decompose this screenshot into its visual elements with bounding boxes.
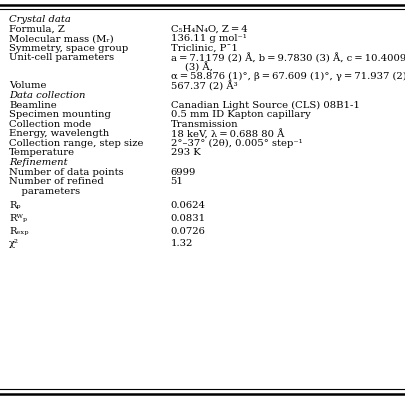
Text: 51: 51: [170, 177, 183, 186]
Text: (3) Å,: (3) Å,: [184, 63, 212, 73]
Text: Energy, wavelength: Energy, wavelength: [9, 129, 109, 138]
Text: Rᵂₚ: Rᵂₚ: [9, 214, 27, 223]
Text: Molecular mass (Mᵣ): Molecular mass (Mᵣ): [9, 34, 113, 43]
Text: Temperature: Temperature: [9, 148, 75, 158]
Text: 0.5 mm ID Kapton capillary: 0.5 mm ID Kapton capillary: [170, 110, 309, 119]
Text: α = 58.876 (1)°, β = 67.609 (1)°, γ = 71.937 (2)°: α = 58.876 (1)°, β = 67.609 (1)°, γ = 71…: [170, 72, 405, 81]
Text: a = 7.1179 (2) Å, b = 9.7830 (3) Å, c = 10.4009: a = 7.1179 (2) Å, b = 9.7830 (3) Å, c = …: [170, 53, 405, 64]
Text: Specimen mounting: Specimen mounting: [9, 110, 111, 119]
Text: Crystal data: Crystal data: [9, 15, 70, 24]
Text: 567.37 (2) Å³: 567.37 (2) Å³: [170, 81, 237, 92]
Text: Symmetry, space group: Symmetry, space group: [9, 44, 128, 53]
Text: Rₚ: Rₚ: [9, 201, 20, 210]
Text: Beamline: Beamline: [9, 101, 57, 110]
Text: 0.0831: 0.0831: [170, 214, 205, 223]
Text: parameters: parameters: [9, 187, 80, 196]
Text: 1.32: 1.32: [170, 239, 192, 249]
Text: χ²: χ²: [9, 239, 19, 249]
Text: 136.11 g mol⁻¹: 136.11 g mol⁻¹: [170, 34, 246, 43]
Text: 18 keV, λ = 0.688 80 Å: 18 keV, λ = 0.688 80 Å: [170, 129, 283, 139]
Text: Triclinic, P¯1: Triclinic, P¯1: [170, 44, 237, 53]
Text: Data collection: Data collection: [9, 91, 85, 100]
Text: Transmission: Transmission: [170, 120, 238, 129]
Text: 0.0726: 0.0726: [170, 227, 205, 236]
Text: Canadian Light Source (CLS) 08B1-1: Canadian Light Source (CLS) 08B1-1: [170, 101, 358, 110]
Text: 0.0624: 0.0624: [170, 201, 205, 210]
Text: Formula, Z: Formula, Z: [9, 25, 65, 34]
Text: Collection mode: Collection mode: [9, 120, 91, 129]
Text: 6999: 6999: [170, 168, 196, 177]
Text: 293 K: 293 K: [170, 148, 200, 158]
Text: Unit-cell parameters: Unit-cell parameters: [9, 53, 114, 63]
Text: Number of data points: Number of data points: [9, 168, 123, 177]
Text: C₅H₄N₄O, Z = 4: C₅H₄N₄O, Z = 4: [170, 25, 247, 34]
Text: Refinement: Refinement: [9, 158, 67, 167]
Text: Collection range, step size: Collection range, step size: [9, 139, 143, 148]
Text: Rₑₓₚ: Rₑₓₚ: [9, 227, 28, 236]
Text: Volume: Volume: [9, 81, 46, 91]
Text: Number of refined: Number of refined: [9, 177, 103, 186]
Text: 2°–37° (2θ), 0.005° step⁻¹: 2°–37° (2θ), 0.005° step⁻¹: [170, 139, 301, 148]
